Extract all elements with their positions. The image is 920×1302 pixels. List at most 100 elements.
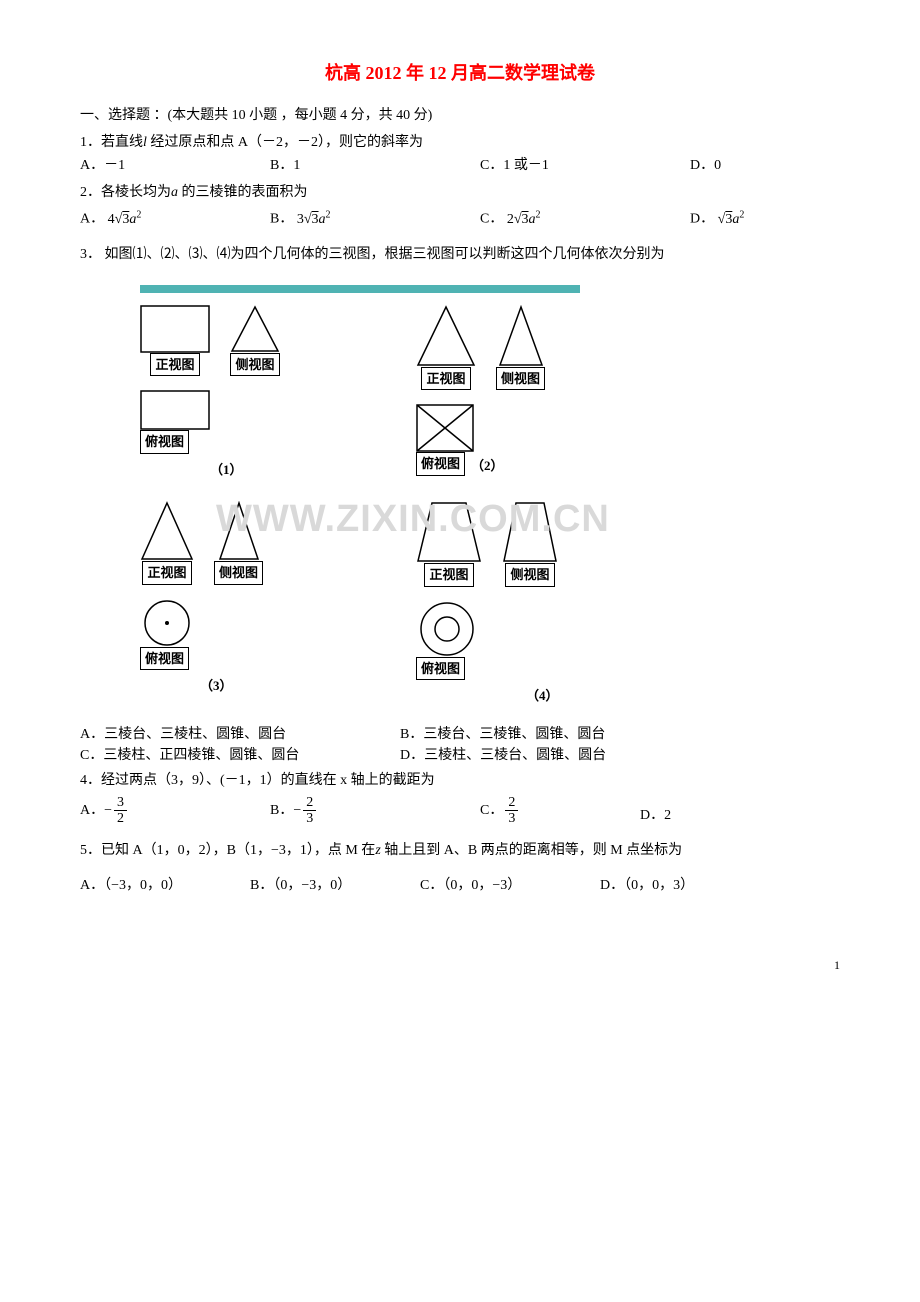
q2-a-sup: 2 bbox=[136, 209, 141, 220]
p2-front-label: 正视图 bbox=[421, 367, 470, 391]
q5-a-post: ，0，0） bbox=[126, 878, 182, 893]
q3-stem: 3． 如图⑴、⑵、⑶、⑷为四个几何体的三视图，根据三视图可以判断这四个几何体依次… bbox=[80, 244, 840, 265]
q5-options: A．（−3，0，0） B．（0，−3，0） C．（0，0，−3） D．（0，0，… bbox=[80, 875, 840, 896]
p1-side-label: 侧视图 bbox=[230, 353, 279, 377]
p2-side-label: 侧视图 bbox=[496, 367, 545, 391]
q5-b-pre: B．（0， bbox=[250, 878, 301, 893]
q4-b-sign: − bbox=[293, 803, 301, 818]
p4-side-label: 侧视图 bbox=[505, 563, 554, 587]
p1-top-rect-icon bbox=[140, 390, 210, 430]
p1-side-tri-icon bbox=[230, 305, 280, 353]
q2-c-expr: 2√3a2 bbox=[507, 212, 541, 227]
p4-front-trap-icon bbox=[416, 501, 482, 563]
q2-d-pre: D． bbox=[690, 212, 714, 227]
q4-opt-c: C．23 bbox=[480, 795, 640, 827]
p3-front-label: 正视图 bbox=[142, 561, 191, 585]
q5-c-post: ） bbox=[507, 878, 521, 893]
q2-var: a bbox=[171, 185, 178, 200]
q4-c-pre: C． bbox=[480, 803, 503, 818]
q4-options: A．−32 B．−23 C．23 D．2 bbox=[80, 795, 840, 827]
p4-num: （4） bbox=[526, 686, 559, 706]
q3-options-row2: C．三棱柱、正四棱锥、圆锥、圆台 D．三棱柱、三棱台、圆锥、圆台 bbox=[80, 745, 840, 766]
q2-pre: 2．各棱长均为 bbox=[80, 185, 171, 200]
q1-opt-a: A．－1 bbox=[80, 155, 270, 176]
q2-post: 的三棱锥的表面积为 bbox=[178, 185, 308, 200]
p4-top-concentric-icon bbox=[416, 601, 478, 657]
q2-options: A． 4√3a2 B． 3√3a2 C． 2√3a2 D． √3a2 bbox=[80, 207, 840, 230]
q2-c-rad: 3 bbox=[522, 212, 529, 227]
q2-opt-b: B． 3√3a2 bbox=[270, 207, 480, 230]
q3-opt-b: B．三棱台、三棱锥、圆锥、圆台 bbox=[400, 724, 720, 745]
figure-header-bar bbox=[140, 285, 580, 293]
q2-opt-c: C． 2√3a2 bbox=[480, 207, 690, 230]
q2-c-pre: C． bbox=[480, 212, 503, 227]
q1-opt-b: B．1 bbox=[270, 155, 480, 176]
p2-front-tri-icon bbox=[416, 305, 476, 367]
q2-b-rad: 3 bbox=[312, 212, 319, 227]
q4-c-num: 2 bbox=[505, 795, 518, 811]
q3-options-row1: A．三棱台、三棱柱、圆锥、圆台 B．三棱台、三棱锥、圆锥、圆台 bbox=[80, 724, 840, 745]
q3-opt-d: D．三棱柱、三棱台、圆锥、圆台 bbox=[400, 745, 720, 766]
p3-top-label: 俯视图 bbox=[140, 647, 189, 671]
q2-b-expr: 3√3a2 bbox=[297, 212, 331, 227]
p4-front-label: 正视图 bbox=[424, 563, 473, 587]
q5-pre: 5．已知 A（1，0，2），B（1， bbox=[80, 843, 271, 858]
q4-stem: 4．经过两点（3，9）、(－1，1）的直线在 x 轴上的截距为 bbox=[80, 770, 840, 791]
p3-top-circle-dot-icon bbox=[140, 599, 194, 647]
q5-m3a: −3 bbox=[271, 843, 286, 858]
panel-3: 正视图 侧视图 俯视图 （3） bbox=[140, 501, 380, 706]
p1-num: （1） bbox=[210, 460, 243, 480]
q2-opt-d: D． √3a2 bbox=[690, 207, 830, 230]
panel-4: 正视图 侧视图 俯视图 （4） bbox=[416, 501, 656, 706]
q5-opt-a: A．（−3，0，0） bbox=[80, 875, 250, 896]
q4-a-num: 3 bbox=[114, 795, 127, 811]
p3-front-tri-icon bbox=[140, 501, 194, 561]
q2-c-coef: 2 bbox=[507, 212, 514, 227]
q1-options: A．－1 B．1 C．1 或－1 D．0 bbox=[80, 155, 840, 176]
q5-opt-b: B．（0，−3，0） bbox=[250, 875, 420, 896]
p4-side-trap-icon bbox=[502, 501, 558, 563]
p3-num: （3） bbox=[200, 676, 233, 696]
q1-opt-d: D．0 bbox=[690, 155, 830, 176]
q2-d-sup: 2 bbox=[739, 209, 744, 220]
q2-stem: 2．各棱长均为a 的三棱锥的表面积为 bbox=[80, 182, 840, 203]
q3-opt-c: C．三棱柱、正四棱锥、圆锥、圆台 bbox=[80, 745, 400, 766]
q4-b-num: 2 bbox=[303, 795, 316, 811]
q5-c-v: −3 bbox=[492, 878, 507, 893]
q5-b-v: −3 bbox=[301, 878, 316, 893]
q2-b-coef: 3 bbox=[297, 212, 304, 227]
panel-2: 正视图 侧视图 俯视图 （2） bbox=[416, 305, 656, 480]
q3-opt-a: A．三棱台、三棱柱、圆锥、圆台 bbox=[80, 724, 400, 745]
p2-side-tri-icon bbox=[498, 305, 544, 367]
q5-mid: ，1），点 M 在 bbox=[286, 843, 375, 858]
p3-side-label: 侧视图 bbox=[214, 561, 263, 585]
exam-title: 杭高 2012 年 12 月高二数学理试卷 bbox=[80, 60, 840, 87]
q2-c-sup: 2 bbox=[536, 209, 541, 220]
q1-opt-c: C．1 或－1 bbox=[480, 155, 690, 176]
q4-opt-a: A．−32 bbox=[80, 795, 270, 827]
q2-d-expr: √3a2 bbox=[718, 212, 745, 227]
q4-b-pre: B． bbox=[270, 803, 293, 818]
q4-opt-d: D．2 bbox=[640, 805, 780, 826]
q2-opt-a: A． 4√3a2 bbox=[80, 207, 270, 230]
p2-num: （2） bbox=[471, 456, 504, 476]
p3-side-tri-icon bbox=[218, 501, 260, 561]
panel-1: 正视图 侧视图 俯视图 （1） bbox=[140, 305, 380, 480]
q2-a-expr: 4√3a2 bbox=[108, 212, 142, 227]
q2-a-coef: 4 bbox=[108, 212, 115, 227]
p2-top-label: 俯视图 bbox=[416, 452, 465, 476]
p1-top-label: 俯视图 bbox=[140, 430, 189, 454]
q5-stem: 5．已知 A（1，0，2），B（1，−3，1），点 M 在z 轴上且到 A、B … bbox=[80, 840, 840, 861]
q5-opt-c: C．（0，0，−3） bbox=[420, 875, 600, 896]
q4-a-den: 2 bbox=[114, 811, 127, 826]
q1-pre: 1．若直线 bbox=[80, 135, 143, 150]
section-heading: 一、选择题 ：(本大题共 10 小题 ，每小题 4 分，共 40 分) bbox=[80, 105, 840, 126]
p2-top-sqx-icon bbox=[416, 404, 474, 452]
q5-a-v: −3 bbox=[111, 878, 126, 893]
q2-c-var: a bbox=[529, 212, 536, 227]
q4-b-den: 3 bbox=[303, 811, 316, 826]
q2-b-sup: 2 bbox=[326, 209, 331, 220]
q5-post: 轴上且到 A、B 两点的距离相等，则 M 点坐标为 bbox=[381, 843, 682, 858]
q2-b-pre: B． bbox=[270, 212, 293, 227]
q4-a-sign: − bbox=[104, 803, 112, 818]
